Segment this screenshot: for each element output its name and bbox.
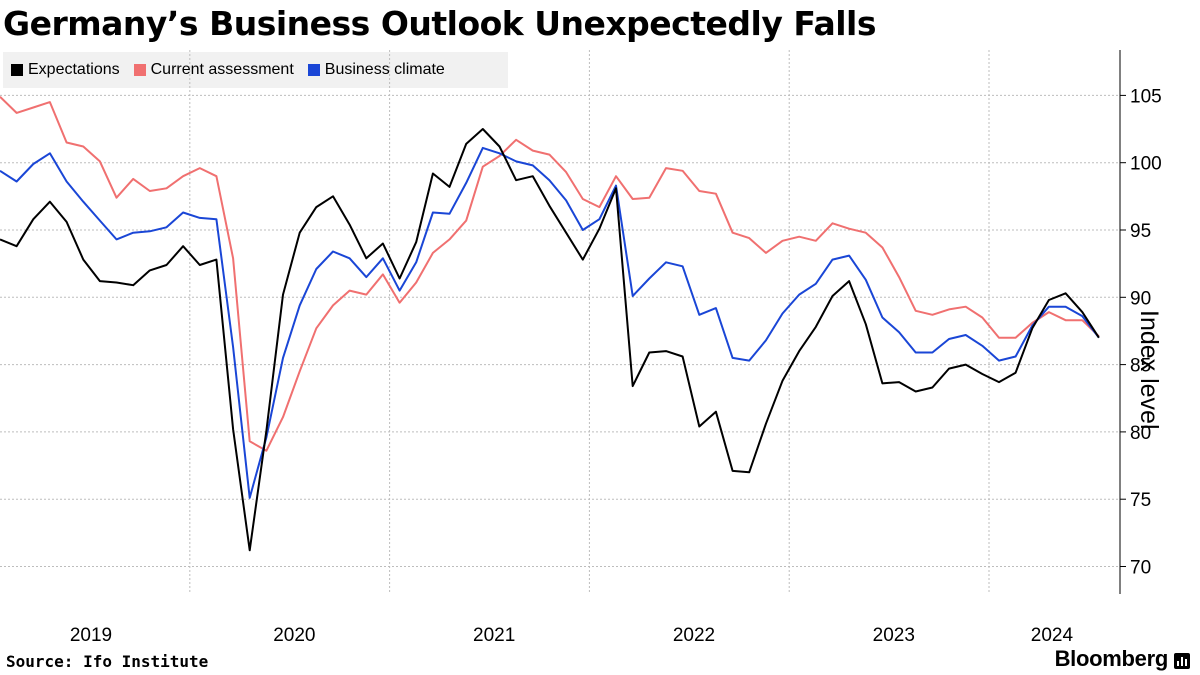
y-tick-label-105: 105: [1130, 86, 1162, 107]
legend-swatch-business-climate: [307, 64, 320, 76]
x-tick-label-2024: 2024: [1031, 625, 1074, 646]
brand-logo: Bloomberg: [1055, 646, 1190, 672]
legend-item-expectations: Expectations: [11, 61, 120, 79]
y-tick-label-95: 95: [1130, 221, 1151, 242]
legend-item-current-assessment: Current assessment: [133, 61, 294, 79]
legend-swatch-expectations: [11, 64, 23, 76]
chart-legend: Expectations Current assessment Business…: [3, 52, 508, 88]
y-tick-label-80: 80: [1130, 423, 1151, 444]
source-note: Source: Ifo Institute: [6, 652, 209, 671]
x-tick-label-2021: 2021: [473, 625, 515, 646]
y-tick-label-90: 90: [1130, 288, 1151, 309]
y-tick-label-70: 70: [1130, 558, 1151, 579]
x-tick-label-2022: 2022: [673, 625, 715, 646]
series-line-business-climate: [0, 146, 1100, 499]
series-line-expectations: [0, 128, 1100, 552]
x-tick-label-2023: 2023: [873, 625, 915, 646]
brand-name: Bloomberg: [1054, 646, 1169, 671]
x-tick-label-2020: 2020: [273, 625, 315, 646]
x-tick-label-2019: 2019: [70, 625, 112, 646]
y-tick-label-75: 75: [1130, 490, 1151, 511]
series-line-current-assessment: [0, 95, 1100, 452]
y-tick-label-100: 100: [1130, 154, 1162, 175]
legend-label-current-assessment: Current assessment: [150, 61, 294, 78]
chart-title: Germany’s Business Outlook Unexpectedly …: [3, 4, 876, 43]
legend-item-business-climate: Business climate: [307, 61, 445, 79]
legend-swatch-current-assessment: [133, 64, 146, 76]
y-tick-label-85: 85: [1130, 356, 1151, 377]
y-axis-label: Index level: [1135, 310, 1163, 430]
legend-label-business-climate: Business climate: [324, 61, 445, 78]
terminal-icon: [1174, 652, 1190, 669]
legend-label-expectations: Expectations: [28, 61, 120, 78]
